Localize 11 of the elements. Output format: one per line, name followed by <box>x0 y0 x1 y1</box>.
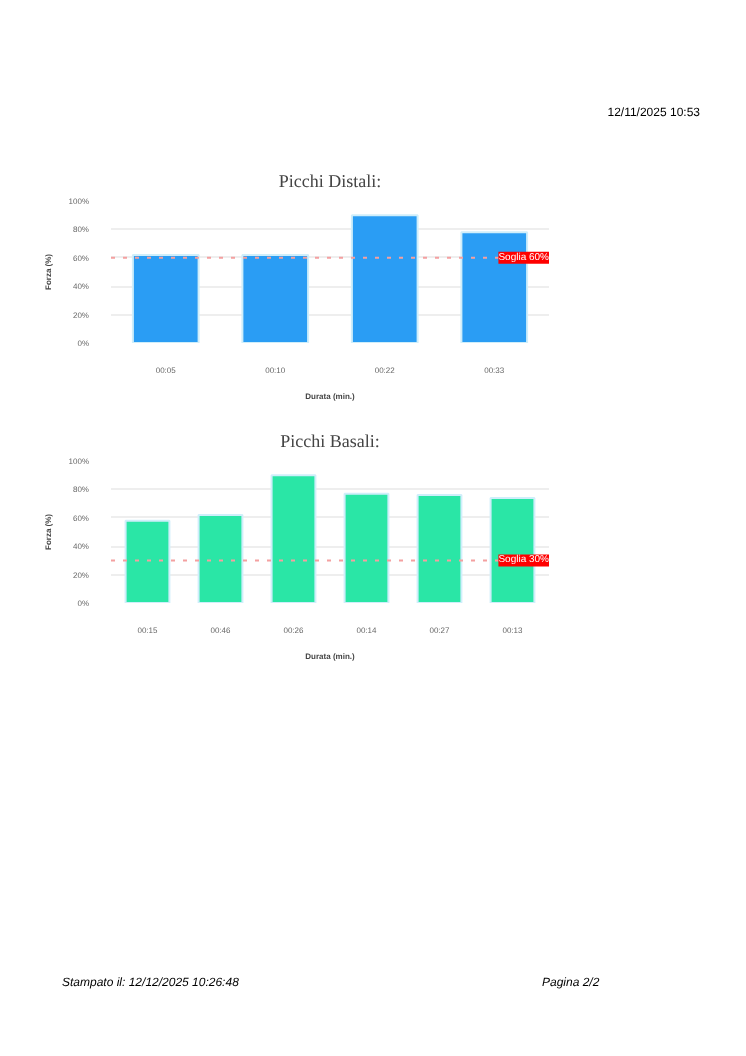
bar <box>343 492 390 603</box>
bar <box>241 253 310 343</box>
bar <box>270 474 317 603</box>
bar <box>416 494 463 603</box>
bar <box>124 519 171 603</box>
bar <box>350 214 419 343</box>
chart-title: Picchi Distali: <box>278 171 382 191</box>
chart-title: Picchi Basali: <box>280 431 380 451</box>
bar <box>460 231 529 343</box>
bar <box>197 513 244 603</box>
bar <box>131 253 200 343</box>
